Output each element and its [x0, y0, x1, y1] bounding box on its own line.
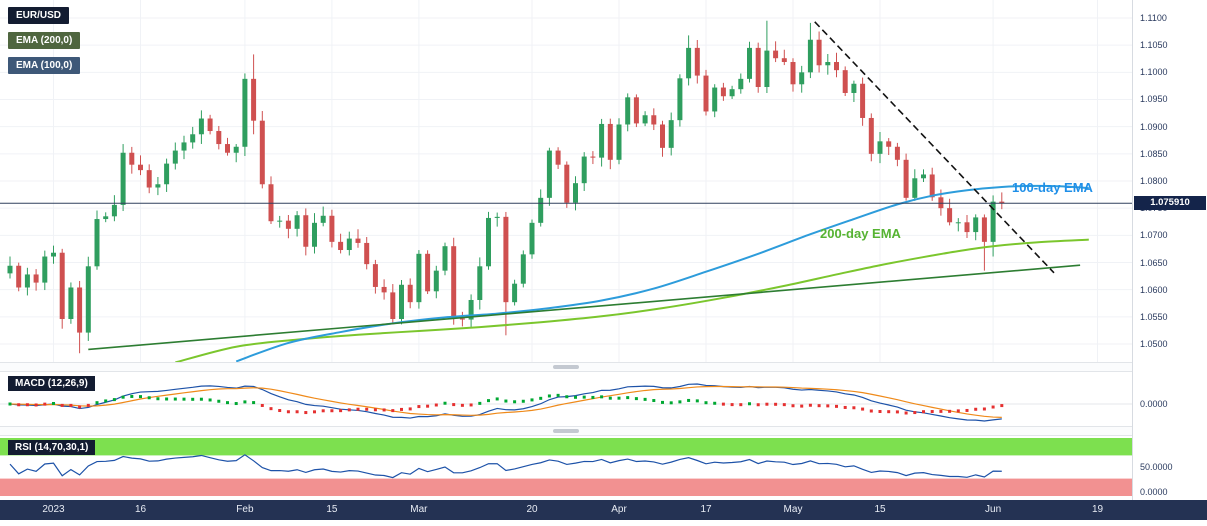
panel-splitter[interactable]	[0, 426, 1132, 436]
axis-tick-label: 1.0900	[1140, 121, 1168, 132]
ema100-annotation: 100-day EMA	[1012, 180, 1093, 195]
ema100-legend-badge[interactable]: EMA (100,0)	[8, 57, 81, 74]
axis-tick-label: 0.0000	[1140, 399, 1168, 409]
macd-indicator-badge[interactable]: MACD (12,26,9)	[8, 376, 95, 391]
time-tick-label: May	[783, 504, 803, 515]
axis-tick-label: 50.0000	[1140, 462, 1173, 472]
candlestick-chart[interactable]	[0, 0, 1132, 362]
symbol-badge[interactable]: EUR/USD	[8, 7, 70, 24]
splitter-grip-icon	[553, 429, 579, 433]
chart-legend: EUR/USD EMA (200,0) EMA (100,0)	[8, 7, 81, 74]
macd-chart[interactable]	[0, 372, 1132, 426]
axis-tick-label: 1.0800	[1140, 175, 1168, 186]
time-tick-label: Jun	[985, 504, 1002, 515]
time-tick-label: 16	[134, 504, 147, 515]
splitter-grip-icon	[553, 365, 579, 369]
axis-tick-label: 1.1100	[1140, 13, 1167, 23]
axis-tick-label: 1.1050	[1140, 40, 1168, 51]
price-chart-panel[interactable]: EUR/USD EMA (200,0) EMA (100,0) 100-day …	[0, 0, 1132, 362]
axis-tick-label: 1.0700	[1140, 230, 1168, 241]
rsi-panel[interactable]: RSI (14,70,30,1)	[0, 436, 1132, 498]
axis-tick-label: 1.0600	[1140, 284, 1168, 295]
macd-panel[interactable]: MACD (12,26,9)	[0, 372, 1132, 426]
rsi-indicator-badge[interactable]: RSI (14,70,30,1)	[8, 440, 96, 455]
current-price-badge: 1.075910	[1134, 196, 1206, 211]
time-axis[interactable]: 2023 16 Feb 15 Mar 20 Apr 17 May 15 Jun 19	[0, 500, 1207, 520]
time-tick-label: 15	[326, 504, 338, 515]
time-tick-label: 17	[700, 504, 712, 515]
axis-tick-label: 1.0650	[1140, 257, 1168, 268]
axis-tick-label: 1.0550	[1140, 311, 1168, 322]
time-tick-label: Mar	[410, 504, 428, 515]
ema200-legend-badge[interactable]: EMA (200,0)	[8, 32, 81, 49]
axis-tick-label: 1.1000	[1140, 67, 1168, 78]
axis-tick-label: 0.0000	[1140, 487, 1168, 497]
time-tick-label: 2023	[42, 504, 65, 515]
panel-splitter[interactable]	[0, 362, 1132, 372]
axis-tick-label: 1.0950	[1140, 94, 1168, 105]
price-axis[interactable]: 1.075910 1.1100 1.1050 1.1000 1.0950 1.0900 1…	[1132, 0, 1207, 500]
axis-tick-label: 1.0500	[1140, 338, 1168, 349]
time-tick-label: 15	[874, 504, 886, 515]
time-tick-label: 19	[1091, 504, 1104, 515]
rsi-chart[interactable]	[0, 436, 1132, 498]
time-tick-label: 20	[526, 504, 538, 515]
axis-tick-label: 1.0850	[1140, 148, 1168, 159]
time-tick-label: Feb	[236, 504, 254, 515]
time-tick-label: Apr	[611, 504, 627, 515]
ema200-annotation: 200-day EMA	[820, 226, 901, 241]
